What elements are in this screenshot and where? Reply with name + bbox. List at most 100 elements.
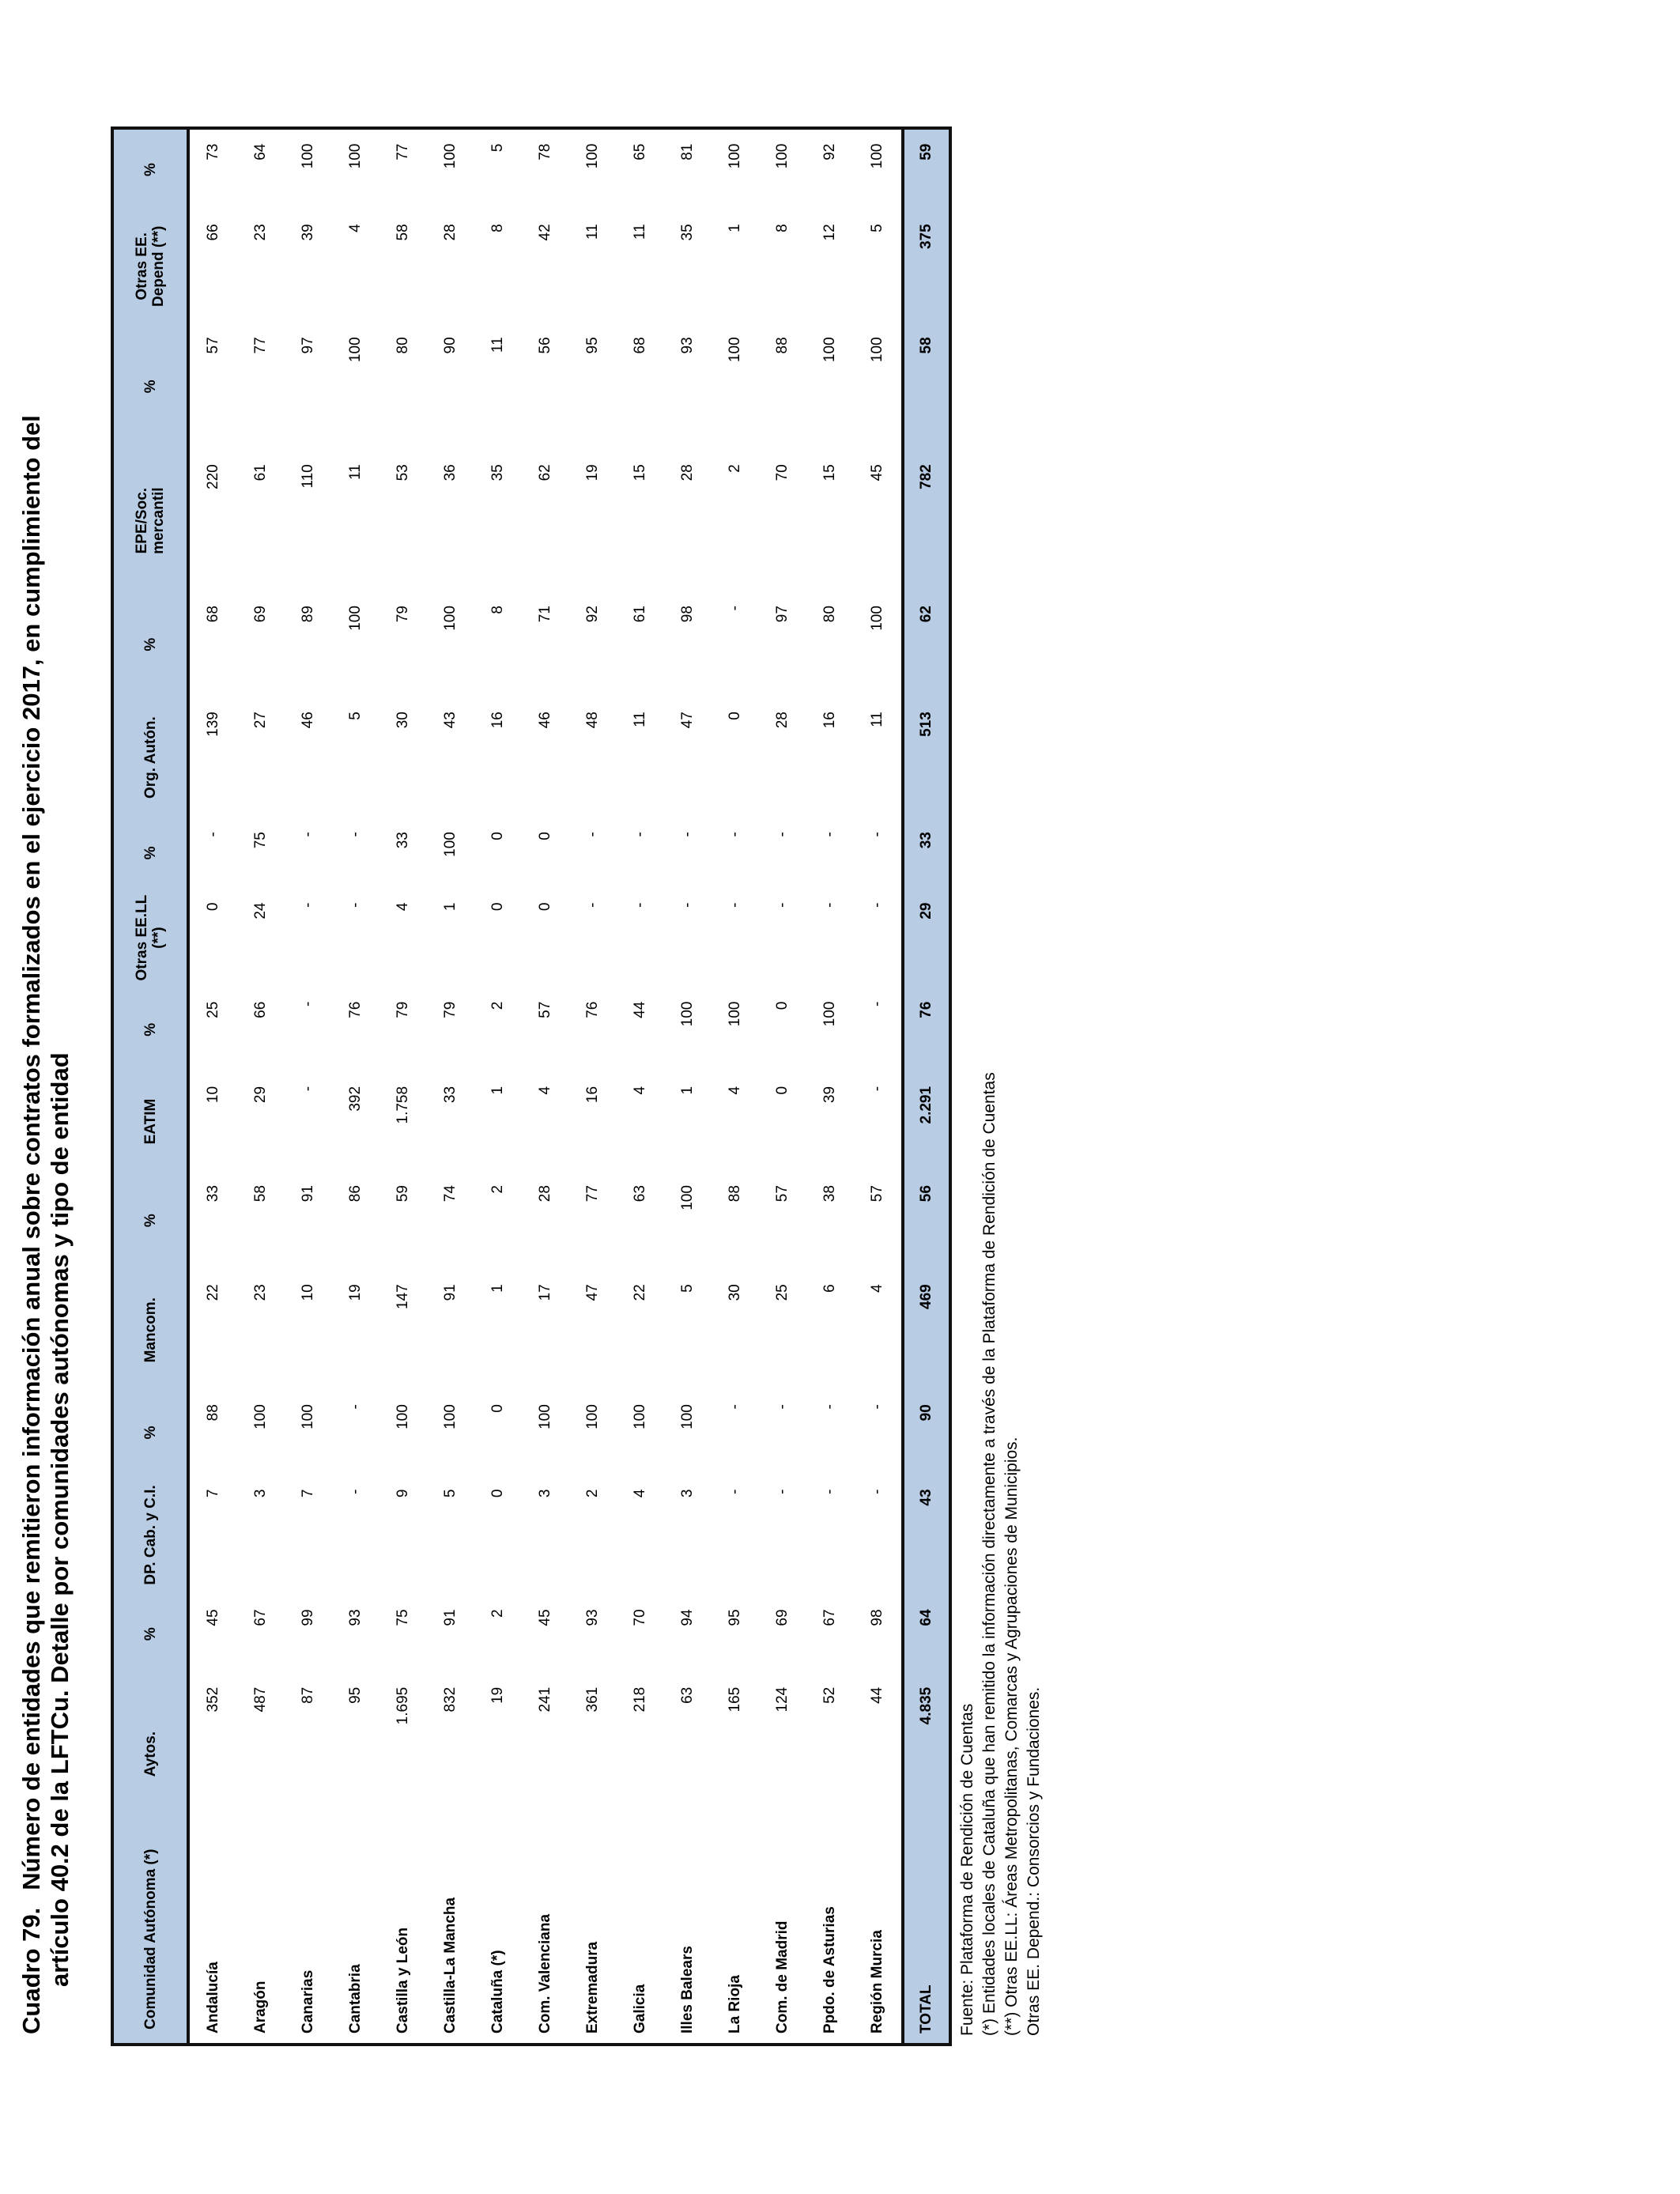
cell: 100	[584, 1404, 601, 1429]
row-label: Com. de Madrid	[774, 1920, 791, 2034]
cell: 98	[869, 1609, 885, 1626]
cell: 2	[727, 464, 743, 473]
cell: 100	[442, 832, 459, 857]
cell: -	[869, 1086, 885, 1092]
cell: 100	[821, 1001, 838, 1027]
cell: 0	[774, 1086, 791, 1095]
cell: 77	[395, 143, 411, 160]
cell: 9	[395, 1489, 411, 1498]
column-header: Otras EE. Depend (**)	[112, 210, 188, 323]
cell: 4	[727, 1086, 743, 1095]
cell: 77	[252, 337, 269, 354]
table-row: Región Murcia 44 98 - - 4 57 - - - - 11 100 45 100 5 100	[854, 128, 903, 2045]
cell: 88	[727, 1185, 743, 1203]
cell: 59	[903, 127, 950, 210]
cell: 38	[821, 1185, 838, 1203]
column-header: %	[112, 987, 188, 1072]
cell: -	[347, 832, 364, 837]
cell: 7	[205, 1489, 221, 1498]
title: Cuadro 79. Número de entidades que remiti…	[17, 415, 46, 2034]
cell: 782	[903, 450, 950, 592]
cell: 43	[442, 712, 459, 729]
row-label: Aragón	[252, 1981, 269, 2034]
cell: 62	[903, 591, 950, 698]
cell: -	[869, 1404, 885, 1410]
cell: 80	[395, 337, 411, 354]
cell: 2.291	[903, 1071, 950, 1172]
cell: 64	[252, 143, 269, 160]
table-row: Cataluña (*) 19 2 0 0 1 2 1 2 0 0 16 8 35 11 8 5	[474, 128, 522, 2045]
cell: 68	[205, 606, 221, 623]
cell: -	[632, 902, 648, 908]
cell: 1	[727, 224, 743, 232]
cell: 100	[727, 1001, 743, 1027]
cell: 100	[442, 606, 459, 631]
cell: 75	[252, 832, 269, 849]
table-row: Illes Balears 63 94 3 100 5 100 1 100 - - 47 98 28 93 3…	[664, 128, 712, 2045]
cell: 58	[252, 1185, 269, 1203]
cell: 100	[679, 1001, 696, 1027]
table-row: Castilla-La Mancha 832 91 5 100 91 74 33 79 1 100 4…	[427, 128, 474, 2045]
cell: 1	[679, 1086, 696, 1095]
cell: 10	[300, 1284, 316, 1301]
cell: -	[727, 832, 743, 837]
column-header: Aytos.	[112, 1672, 188, 1836]
cell: 4	[537, 1086, 553, 1095]
cell: -	[300, 832, 316, 837]
cell: -	[347, 902, 364, 908]
cell: -	[821, 832, 838, 837]
column-header: Org. Autón.	[112, 697, 188, 818]
cell: -	[774, 902, 791, 908]
cell: 6	[821, 1284, 838, 1293]
cell: -	[821, 1404, 838, 1410]
cell: 69	[252, 606, 269, 623]
cell: -	[347, 1404, 364, 1410]
cell: 100	[727, 337, 743, 363]
cell: 28	[679, 464, 696, 481]
cell: 58	[903, 323, 950, 451]
cell: 124	[774, 1686, 791, 1713]
footnotes: Fuente: Plataforma de Rendición de Cuent…	[957, 1072, 1045, 2036]
cell: 5	[347, 712, 364, 720]
cell: 97	[774, 606, 791, 623]
cell: 95	[727, 1609, 743, 1626]
cell: -	[584, 902, 601, 908]
cell: 42	[537, 224, 553, 241]
cell: 139	[205, 712, 221, 737]
cell: 53	[395, 464, 411, 481]
cell: 71	[537, 606, 553, 623]
cell: 11	[632, 224, 648, 240]
cell: 33	[903, 818, 950, 889]
cell: -	[300, 1086, 316, 1092]
cell: 100	[395, 1404, 411, 1429]
cell: 5	[442, 1489, 459, 1498]
cell: 79	[395, 1001, 411, 1018]
cell: 70	[632, 1609, 648, 1626]
table-row: Cantabria 95 93 - - 19 86 392 76 - - 5 100 11 100 4 100	[332, 128, 379, 2045]
cell: 93	[679, 337, 696, 354]
cell: 61	[252, 464, 269, 481]
cell: 39	[300, 224, 316, 241]
cell: 8	[489, 606, 506, 614]
cell: -	[632, 832, 648, 837]
row-label: Extremadura	[584, 1941, 601, 2034]
table-row: Andalucía 352 45 7 88 22 33 10 25 0 - 139 68 220 57 66 7…	[188, 128, 237, 2045]
cell: 8	[774, 224, 791, 232]
cell: 22	[632, 1284, 648, 1301]
table-row: Extremadura 361 93 2 100 47 77 16 76 - - 48 92 19 95 11…	[569, 128, 617, 2045]
cell: 93	[347, 1609, 364, 1626]
cell: 1	[489, 1284, 506, 1293]
cell: -	[727, 1489, 743, 1494]
column-header: %	[112, 818, 188, 889]
cell: 19	[584, 464, 601, 481]
cell: 4	[347, 224, 364, 232]
cell: 91	[442, 1609, 459, 1626]
table-row: Ppdo. de Asturias 52 67 - - 6 38 39 100 - - 16 80 15 1…	[806, 128, 854, 2045]
cell: 29	[252, 1086, 269, 1104]
row-label: Galicia	[632, 1984, 648, 2034]
cell: 22	[205, 1284, 221, 1301]
cell: 100	[252, 1404, 269, 1429]
cell: 0	[774, 1001, 791, 1010]
cell: 65	[632, 143, 648, 160]
